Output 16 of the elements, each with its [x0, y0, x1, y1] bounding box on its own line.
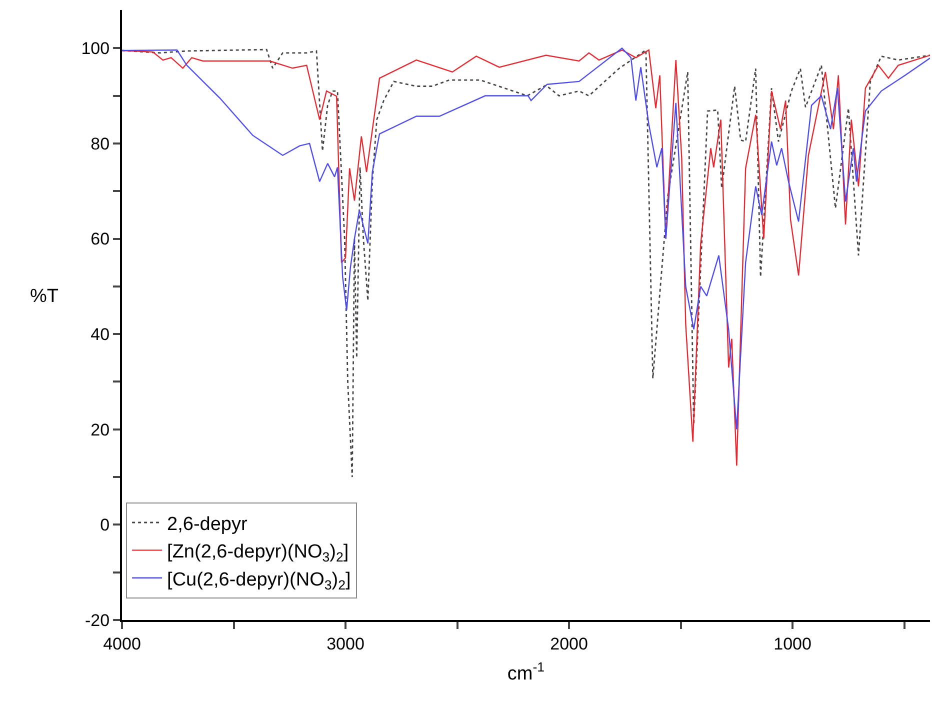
- y-tick-label: 20: [90, 420, 110, 440]
- y-tick-label: 60: [90, 230, 110, 249]
- y-tick-label: 0: [100, 516, 110, 535]
- y-axis-title: %T: [30, 286, 59, 307]
- y-tick-label: 80: [90, 134, 110, 154]
- y-tick-label: 40: [90, 325, 110, 344]
- x-axis-title: cm$^{-1}$: [507, 660, 545, 685]
- legend-label: [Cu(2,6-depyr)(NO$_{3}$)$_{2}$]: [167, 569, 351, 592]
- x-tick-label: 4000: [103, 634, 141, 654]
- x-tick-label: 2000: [550, 634, 588, 654]
- x-tick-label: 1000: [774, 634, 812, 654]
- y-tick-label: 100: [81, 39, 110, 58]
- legend-label: [Zn(2,6-depyr)(NO$_{3}$)$_{2}$]: [167, 542, 349, 565]
- legend-label: 2,6-depyr: [167, 514, 248, 535]
- y-tick-label: -20: [85, 610, 110, 630]
- x-tick-label: 3000: [326, 634, 364, 654]
